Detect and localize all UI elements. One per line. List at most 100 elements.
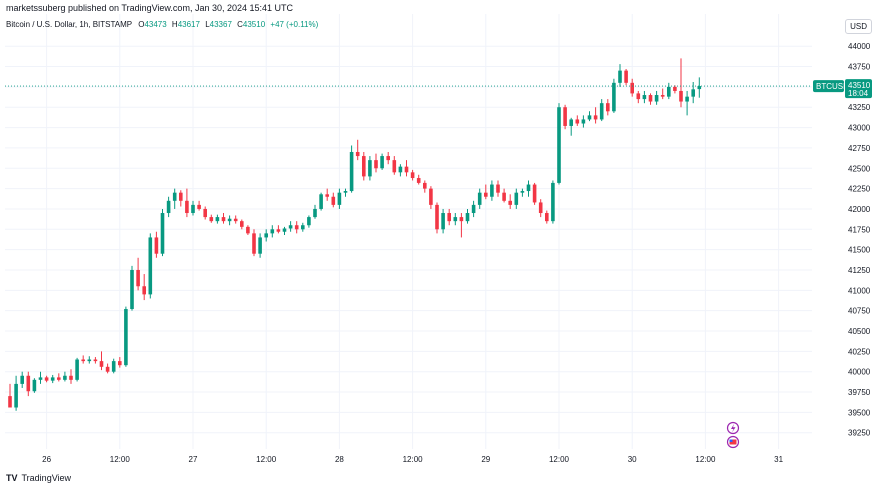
candle-body bbox=[612, 82, 616, 112]
candle-body bbox=[679, 90, 683, 102]
candle bbox=[581, 115, 586, 128]
candle-body bbox=[87, 359, 92, 362]
candle bbox=[99, 351, 104, 371]
candle-body bbox=[551, 182, 555, 222]
grid-lines bbox=[5, 14, 812, 449]
candle-body bbox=[185, 200, 189, 214]
candle-body bbox=[160, 213, 165, 254]
candle-body bbox=[233, 218, 238, 222]
price-tick-label: 42750 bbox=[848, 144, 871, 153]
candle-body bbox=[349, 151, 354, 192]
candle bbox=[502, 188, 506, 203]
price-axis[interactable]: 39250 39500 39750 40000 40250 40500 40750 41000… bbox=[848, 42, 871, 438]
candle-body bbox=[447, 213, 451, 222]
candle bbox=[526, 180, 531, 197]
candle bbox=[185, 188, 189, 218]
candle-body bbox=[172, 192, 177, 201]
candle-body bbox=[441, 213, 445, 230]
candle-body bbox=[343, 191, 348, 193]
candle bbox=[154, 231, 159, 258]
candle bbox=[337, 188, 342, 209]
candle-body bbox=[32, 379, 37, 392]
candle-body bbox=[307, 217, 311, 226]
candle-body bbox=[99, 361, 104, 367]
price-tag-value: 43510 bbox=[848, 81, 871, 90]
symbol-legend: Bitcoin / U.S. Dollar, 1h, BITSTAMP O434… bbox=[6, 20, 321, 29]
candle-body bbox=[514, 192, 519, 205]
candle bbox=[520, 188, 525, 197]
candle bbox=[484, 184, 488, 200]
close-label: C bbox=[237, 20, 243, 29]
candle-body bbox=[575, 119, 580, 124]
candle bbox=[398, 164, 403, 177]
candle bbox=[69, 369, 73, 384]
price-tick-label: 41750 bbox=[848, 225, 871, 234]
candle bbox=[514, 188, 519, 209]
candle-body bbox=[593, 115, 598, 120]
candle bbox=[50, 374, 55, 384]
time-tick-label: 26 bbox=[42, 455, 51, 464]
tradingview-logo-icon: TV bbox=[6, 473, 18, 483]
candle-body bbox=[630, 82, 634, 94]
candle-body bbox=[75, 359, 79, 380]
candlestick-series bbox=[8, 58, 702, 411]
candle bbox=[105, 363, 110, 374]
candle-body bbox=[374, 160, 378, 169]
time-tick-label: 12:00 bbox=[110, 455, 131, 464]
candle bbox=[679, 58, 683, 108]
candle-body bbox=[179, 192, 183, 201]
candle-body bbox=[294, 225, 299, 230]
candle bbox=[538, 199, 543, 218]
candle bbox=[38, 371, 43, 384]
candle bbox=[355, 139, 360, 161]
publisher-caption: marketssuberg published on TradingView.c… bbox=[6, 3, 294, 13]
candle-body bbox=[660, 95, 665, 97]
candle-body bbox=[538, 202, 543, 214]
candle bbox=[374, 153, 378, 173]
candle-body bbox=[197, 204, 201, 209]
candle-body bbox=[111, 361, 116, 372]
candle bbox=[75, 357, 79, 382]
candle bbox=[197, 200, 201, 211]
candle bbox=[209, 214, 214, 223]
candle-body bbox=[642, 95, 647, 100]
candle bbox=[136, 257, 140, 291]
candle bbox=[294, 221, 299, 234]
candle bbox=[276, 225, 281, 234]
candle-body bbox=[691, 89, 695, 97]
candle bbox=[447, 208, 451, 226]
candle-body bbox=[654, 95, 659, 102]
candle bbox=[313, 204, 317, 219]
time-axis[interactable]: 26 12:00 27 12:00 28 12:00 29 12:00 30 12:00 31 bbox=[42, 455, 783, 464]
candle bbox=[490, 180, 494, 201]
price-tick-label: 39750 bbox=[848, 388, 871, 397]
candle bbox=[93, 357, 98, 364]
currency-button[interactable]: USD bbox=[845, 19, 872, 34]
candle bbox=[697, 77, 702, 98]
candle-body bbox=[453, 217, 458, 222]
price-tick-label: 41500 bbox=[848, 246, 871, 255]
candle-body bbox=[667, 86, 671, 97]
candle-body bbox=[130, 269, 134, 310]
candle-body bbox=[618, 70, 622, 83]
candle bbox=[673, 85, 677, 94]
tradingview-brand: TV TradingView bbox=[6, 473, 71, 483]
candle-body bbox=[105, 366, 110, 372]
price-tick-label: 43750 bbox=[848, 63, 871, 72]
candle-body bbox=[203, 208, 207, 218]
candle-body bbox=[380, 156, 384, 169]
candle bbox=[179, 190, 183, 207]
candle bbox=[508, 194, 512, 209]
candle-body bbox=[471, 204, 476, 214]
candle bbox=[618, 64, 622, 87]
candle-body bbox=[57, 377, 61, 380]
candle bbox=[307, 215, 311, 228]
time-tick-label: 12:00 bbox=[549, 455, 570, 464]
candle bbox=[57, 373, 61, 382]
candle-body bbox=[81, 359, 85, 362]
candle-body bbox=[490, 184, 494, 197]
candle-body bbox=[459, 217, 464, 222]
candle bbox=[362, 151, 366, 181]
time-tick-label: 27 bbox=[189, 455, 198, 464]
